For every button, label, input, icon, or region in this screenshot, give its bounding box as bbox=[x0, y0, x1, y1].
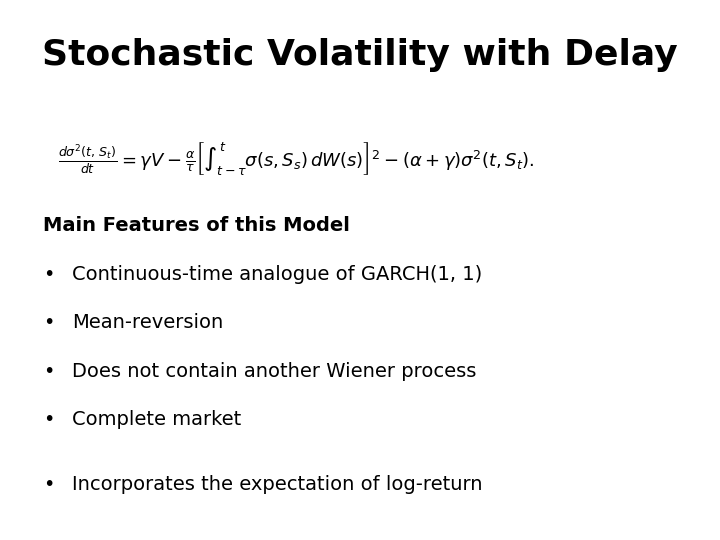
Text: •: • bbox=[43, 475, 55, 494]
Text: Continuous-time analogue of GARCH(1, 1): Continuous-time analogue of GARCH(1, 1) bbox=[72, 265, 482, 284]
Text: •: • bbox=[43, 410, 55, 429]
Text: Does not contain another Wiener process: Does not contain another Wiener process bbox=[72, 362, 477, 381]
Text: Incorporates the expectation of log-return: Incorporates the expectation of log-retu… bbox=[72, 475, 482, 494]
Text: $\frac{d\sigma^2(t,\,S_t)}{dt} = \gamma V - \frac{\alpha}{\tau}\left[\int_{t-\ta: $\frac{d\sigma^2(t,\,S_t)}{dt} = \gamma … bbox=[58, 140, 534, 178]
Text: •: • bbox=[43, 265, 55, 284]
Text: Main Features of this Model: Main Features of this Model bbox=[43, 216, 350, 235]
Text: Complete market: Complete market bbox=[72, 410, 241, 429]
Text: •: • bbox=[43, 313, 55, 332]
Text: Stochastic Volatility with Delay: Stochastic Volatility with Delay bbox=[42, 38, 678, 72]
Text: •: • bbox=[43, 362, 55, 381]
Text: Mean-reversion: Mean-reversion bbox=[72, 313, 223, 332]
